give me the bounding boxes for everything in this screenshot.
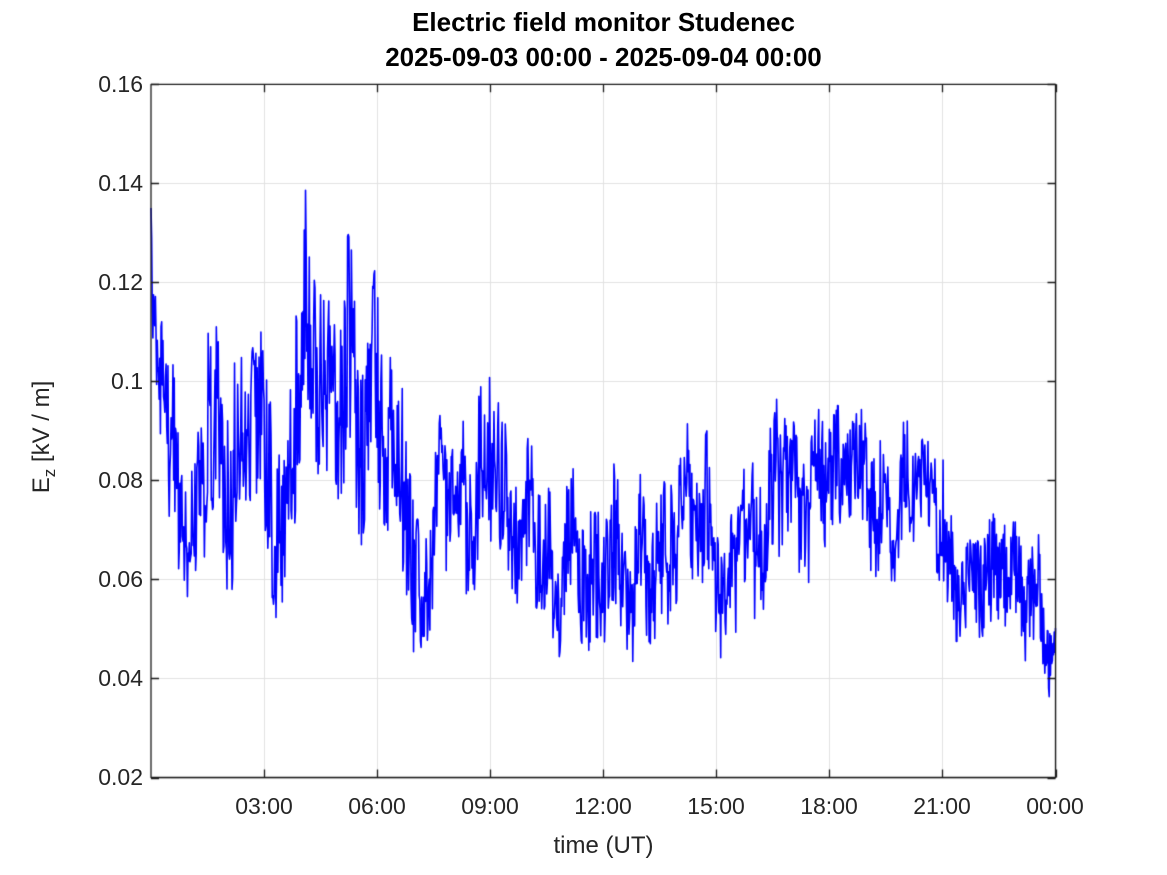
y-tick-label: 0.12 [98, 269, 143, 295]
x-tick-label: 06:00 [348, 793, 406, 819]
ez-units: [kV / m] [28, 380, 55, 469]
x-tick-label: 21:00 [913, 793, 971, 819]
x-tick-label: 12:00 [574, 793, 632, 819]
chart-title: Electric field monitor Studenec [412, 7, 795, 37]
y-tick-label: 0.16 [98, 71, 143, 97]
y-tick-label: 0.06 [98, 566, 143, 592]
y-axis-label: Ez [kV / m] [28, 287, 60, 587]
ez-subscript: z [39, 468, 59, 478]
y-tick-label: 0.14 [98, 170, 143, 196]
x-tick-label: 09:00 [461, 793, 519, 819]
chart-subtitle: 2025-09-03 00:00 - 2025-09-04 00:00 [385, 42, 822, 72]
y-tick-label: 0.08 [98, 467, 143, 493]
y-tick-label: 0.02 [98, 764, 143, 790]
ez-symbol: E [28, 477, 55, 494]
x-tick-label: 18:00 [800, 793, 858, 819]
y-tick-label: 0.1 [111, 368, 143, 394]
x-tick-label: 00:00 [1026, 793, 1084, 819]
y-tick-label: 0.04 [98, 665, 143, 691]
x-axis-label: time (UT) [553, 832, 654, 859]
x-tick-label: 15:00 [687, 793, 745, 819]
x-tick-label: 03:00 [235, 793, 293, 819]
